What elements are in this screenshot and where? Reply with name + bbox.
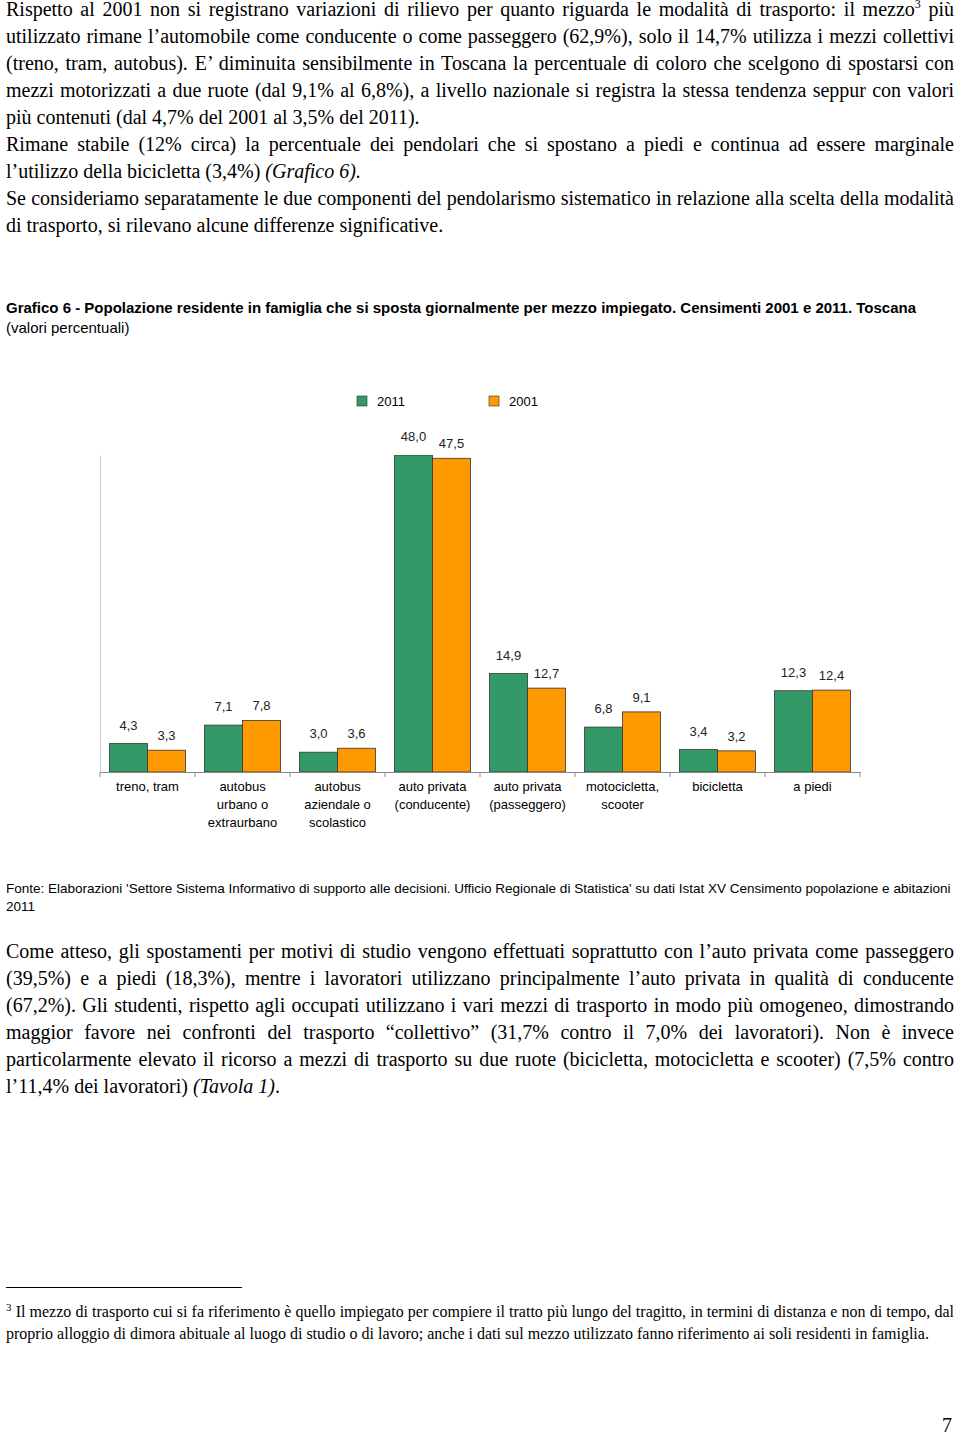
data-label: 7,1 [214, 699, 232, 714]
source: Fonte: Elaborazioni 'Settore Sistema Inf… [6, 880, 954, 916]
separator [100, 772, 101, 777]
data-label: 9,1 [632, 690, 650, 705]
data-label: 3,6 [347, 726, 365, 741]
tick: auto privata(conducente) [395, 772, 471, 812]
bar [585, 727, 623, 772]
title: Grafico 6 - Popolazione residente in fam… [6, 299, 916, 316]
tick: auto privata(passeggero) [489, 772, 566, 812]
data-label: 3,3 [157, 728, 175, 743]
tick-label: bicicletta [692, 779, 743, 794]
data-label: 3,0 [309, 726, 327, 741]
bar [490, 674, 528, 772]
data-label: 6,8 [594, 701, 612, 716]
tick: treno, tram [116, 772, 179, 794]
bar [775, 691, 813, 772]
footnote: 3 Il mezzo di trasporto cui si fa riferi… [6, 1296, 954, 1345]
bar [395, 455, 433, 772]
bar [243, 720, 281, 772]
tick-label: auto privata(conducente) [395, 779, 471, 812]
tick: motocicletta,scooter [586, 772, 659, 812]
data-label: 14,9 [496, 648, 521, 663]
text-run: Come atteso, gli spostamenti per motivi … [6, 940, 954, 1097]
paragraph: Come atteso, gli spostamenti per motivi … [6, 938, 954, 1100]
data-label: 12,4 [819, 668, 844, 683]
separator [385, 772, 386, 777]
data-label: 12,3 [781, 665, 806, 680]
data-labels: 4,3 7,1 3,0 48,0 14,9 6,8 3,4 12,3 3,3 7,8 3,6 47,5… [119, 429, 844, 744]
legend: 2011 2001 [357, 394, 538, 409]
separator [480, 772, 481, 777]
chart-title: Grafico 6 - Popolazione residente in fam… [6, 298, 954, 338]
separator [765, 772, 766, 777]
bar [623, 712, 661, 772]
text-run: Rimane stabile (12% circa) la percentual… [6, 133, 954, 182]
text-run: (Grafico 6). [265, 160, 361, 182]
separator [575, 772, 576, 777]
text-run: Rispetto al 2001 non si registrano varia… [6, 0, 915, 20]
bar [718, 751, 756, 772]
tick-label: motocicletta,scooter [586, 779, 659, 812]
separator [860, 772, 861, 777]
bar [338, 748, 376, 772]
subtitle: (valori percentuali) [6, 319, 129, 336]
separator [195, 772, 196, 777]
text-run: Se consideriamo separatamente le due com… [6, 187, 954, 236]
bar [148, 750, 186, 772]
separator [670, 772, 671, 777]
bar [528, 688, 566, 772]
data-label: 12,7 [534, 666, 559, 681]
tick-label: treno, tram [116, 779, 179, 794]
text-block: Come atteso, gli spostamenti per motivi … [6, 938, 954, 1100]
page-number: 7 [942, 1414, 952, 1437]
tick-label: a piedi [793, 779, 831, 794]
tick-label: autobusaziendale oscolastico [304, 779, 371, 830]
bar [205, 725, 243, 772]
tick-label: auto privata(passeggero) [489, 779, 566, 812]
data-label: 4,3 [119, 718, 137, 733]
text-run: . [275, 1075, 280, 1097]
text-block: Rispetto al 2001 non si registrano varia… [6, 0, 954, 239]
y-axis [100, 456, 101, 773]
paragraph: Rimane stabile (12% circa) la percentual… [6, 131, 954, 185]
data-label: 47,5 [439, 436, 464, 451]
legend-swatch [489, 396, 499, 406]
bar [300, 752, 338, 772]
bar [433, 458, 471, 772]
bar [680, 750, 718, 772]
paragraph: Se consideriamo separatamente le due com… [6, 185, 954, 239]
bars [110, 455, 851, 772]
tick: bicicletta [692, 772, 743, 794]
tick: autobusurbano oextraurbano [208, 772, 277, 830]
data-label: 3,2 [727, 729, 745, 744]
tick: autobusaziendale oscolastico [304, 772, 371, 830]
paragraph: Rispetto al 2001 non si registrano varia… [6, 0, 954, 131]
tick-label: autobusurbano oextraurbano [208, 779, 277, 830]
footnote-text: Il mezzo di trasporto cui si fa riferime… [6, 1303, 954, 1342]
data-label: 7,8 [252, 698, 270, 713]
separator [290, 772, 291, 777]
bar [110, 744, 148, 772]
y-axis-line [100, 456, 101, 773]
tick: a piedi [793, 772, 831, 794]
x-axis: treno, tram autobusurbano oextraurbano aut… [100, 772, 861, 830]
chart: 4,3 7,1 3,0 48,0 14,9 6,8 3,4 12,3 3,3 7,8 3,6 47,5… [0, 350, 960, 860]
text-run: (Tavola 1) [193, 1075, 275, 1097]
data-label: 3,4 [689, 724, 707, 739]
data-label: 48,0 [401, 429, 426, 444]
bar [813, 690, 851, 772]
footnote-ref: 3 [915, 0, 921, 11]
footnote-mark: 3 [6, 1301, 12, 1313]
footnote-rule [6, 1287, 242, 1288]
legend-swatch [357, 396, 367, 406]
legend-label: 2011 [377, 394, 405, 409]
legend-label: 2001 [509, 394, 538, 409]
